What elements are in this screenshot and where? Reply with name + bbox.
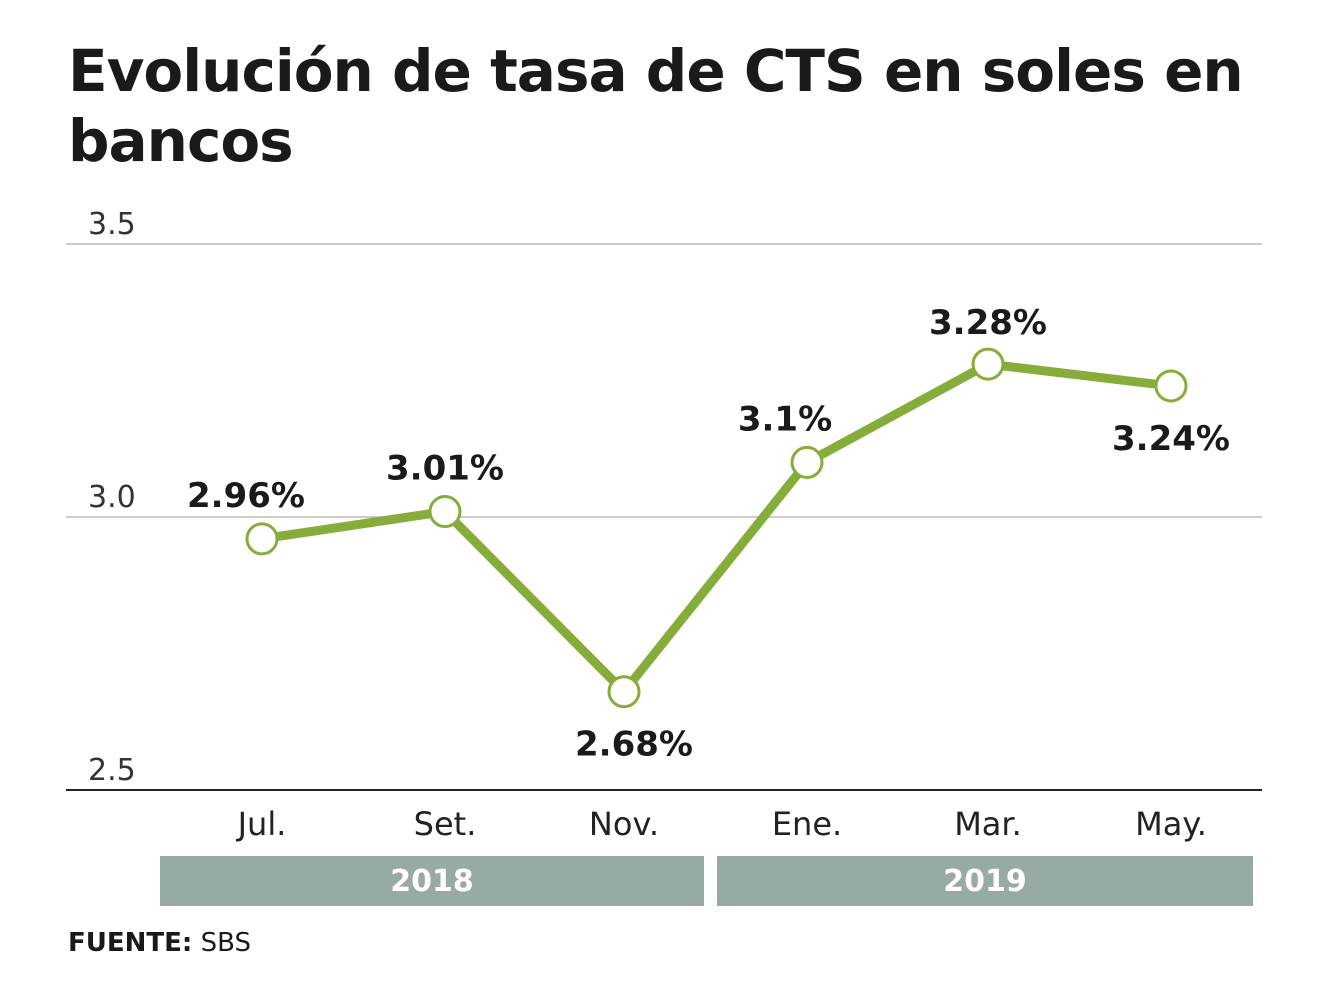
data-point bbox=[428, 495, 462, 529]
data-label: 3.24% bbox=[1112, 419, 1230, 459]
x-tick-label: Set. bbox=[414, 805, 477, 843]
y-tick-label: 2.5 bbox=[88, 753, 136, 788]
data-point bbox=[607, 675, 641, 709]
data-point bbox=[971, 347, 1005, 381]
data-point bbox=[1154, 369, 1188, 403]
data-label: 2.96% bbox=[187, 476, 305, 516]
data-point bbox=[245, 522, 279, 556]
data-label: 2.68% bbox=[575, 725, 693, 765]
source-label: FUENTE: bbox=[68, 928, 193, 958]
year-band-2019: 2019 bbox=[717, 856, 1253, 906]
x-tick-label: Nov. bbox=[589, 805, 659, 843]
data-label: 3.28% bbox=[929, 303, 1047, 343]
data-point bbox=[790, 445, 824, 479]
x-tick-label: Jul. bbox=[236, 805, 287, 843]
x-tick-label: Ene. bbox=[772, 805, 842, 843]
chart-title: Evolución de tasa de CTS en soles en ban… bbox=[68, 37, 1244, 175]
x-tick-label: Mar. bbox=[954, 805, 1022, 843]
y-tick-label: 3.5 bbox=[88, 207, 136, 242]
data-label: 3.01% bbox=[386, 449, 504, 489]
x-tick-label: May. bbox=[1135, 805, 1207, 843]
source-value: SBS bbox=[200, 928, 251, 958]
source-note: FUENTE: SBS bbox=[68, 928, 251, 958]
series-line bbox=[261, 359, 1172, 697]
data-label: 3.1% bbox=[738, 399, 832, 439]
y-tick-label: 3.0 bbox=[88, 480, 136, 515]
year-band-2018: 2018 bbox=[160, 856, 704, 906]
